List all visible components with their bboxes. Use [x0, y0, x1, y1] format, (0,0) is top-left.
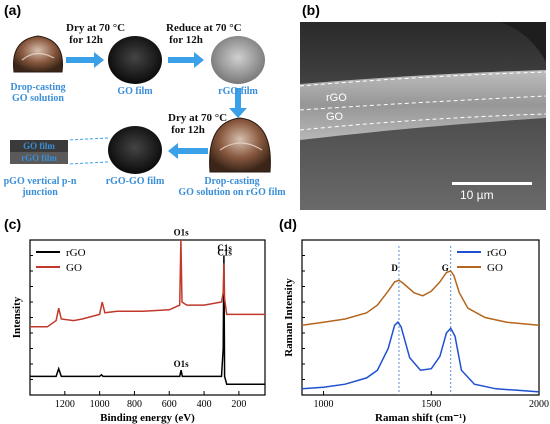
junction-rgo-layer [10, 152, 68, 164]
caption-drop2-line2: GO solution on rGO film [178, 187, 286, 198]
x-tick-label: 200 [231, 399, 246, 410]
arrow-down-icon [229, 88, 247, 118]
drop-casting-on-rgo-icon [209, 117, 271, 173]
step-dry-2-line2: for 12h [171, 124, 205, 136]
series-line-go [30, 239, 265, 328]
peak-label: G [442, 263, 449, 273]
panel-d-label: (d) [279, 216, 297, 232]
panel-a-graphics [10, 35, 271, 174]
caption-pgo-line1: pGO vertical p-n [3, 176, 77, 187]
legend-label-rgo: rGO [66, 247, 86, 259]
step-dry-1-line1: Dry at 70 °C [66, 22, 126, 34]
arrow-left-icon [168, 143, 208, 159]
x-axis-label: Binding energy (eV) [100, 412, 195, 424]
panel-b: (b) rGO GO 10 µm [296, 0, 550, 212]
scale-bar-label: 10 µm [460, 188, 494, 202]
step-dry-1-line2: for 12h [69, 34, 103, 46]
sem-image [300, 22, 546, 210]
plot-frame [301, 239, 540, 396]
peak-label: O1s [174, 359, 190, 369]
legend-label-go: GO [487, 262, 503, 274]
junction-label-rgo: rGO film [21, 153, 57, 163]
scale-bar [452, 182, 532, 185]
caption-pgo-junction: pGO vertical p-n junction [2, 176, 78, 198]
y-axis-label: Raman Intensity [283, 278, 295, 357]
caption-drop-casting-2: Drop-casting GO solution on rGO film [170, 176, 294, 198]
x-tick-label: 1000 [314, 399, 334, 410]
legend-label-go: GO [66, 262, 82, 274]
step-reduce-line1: Reduce at 70 °C [166, 22, 242, 34]
series-line-rgo [30, 255, 265, 385]
rgo-film-icon [211, 36, 265, 84]
caption-drop1-line2: GO solution [12, 93, 64, 104]
peak-label: D [391, 263, 398, 273]
panel-a: (a) [0, 0, 295, 212]
x-tick-label: 1200 [55, 399, 75, 410]
junction-label-go: GO film [23, 141, 55, 151]
series-line-go [301, 270, 540, 327]
sem-label-go: GO [326, 111, 344, 123]
caption-rgo-go-film: rGO-GO film [105, 176, 165, 187]
x-tick-label: 1500 [421, 399, 441, 410]
peak-label: C1s [217, 243, 232, 253]
x-tick-label: 600 [162, 399, 177, 410]
y-axis-label: Intensity [11, 296, 23, 338]
connector-line [67, 137, 109, 141]
step-reduce-line2: for 12h [169, 34, 203, 46]
xps-chart: 1200 1000 800 600 400 200 Binding energy (eV) I… [11, 227, 266, 424]
caption-drop-casting-1: Drop-casting GO solution [6, 82, 70, 104]
raman-chart: 1000 1500 2000 Raman shift (cm⁻¹) Raman Inte… [283, 239, 549, 424]
peak-label: O1s [174, 227, 190, 237]
panel-b-label: (b) [302, 2, 320, 18]
step-dry-2: Dry at 70 °C for 12h [168, 112, 228, 136]
step-dry-1: Dry at 70 °C for 12h [66, 22, 126, 46]
go-film-icon [108, 36, 162, 84]
x-axis-label: Raman shift (cm⁻¹) [375, 412, 466, 424]
panel-c: (c) 1200 1000 800 600 400 200 Binding energy (… [0, 212, 275, 424]
caption-go-film: GO film [117, 86, 153, 97]
panel-c-label: (c) [4, 216, 22, 232]
panel-a-label: (a) [4, 2, 22, 18]
junction-go-layer [10, 140, 68, 152]
rgo-go-film-icon [108, 126, 162, 174]
step-dry-2-line1: Dry at 70 °C [168, 112, 228, 124]
legend-label-rgo: rGO [487, 247, 507, 259]
panel-d: (d) 1000 1500 2000 Raman shift (cm⁻¹) Raman … [275, 212, 550, 424]
caption-drop2-line1: Drop-casting [204, 176, 260, 187]
x-tick-label: 800 [127, 399, 142, 410]
x-tick-label: 2000 [529, 399, 549, 410]
connector-line [67, 161, 109, 165]
drop-casting-go-icon [13, 35, 63, 73]
arrow-right-icon [168, 52, 204, 68]
peak-label: C1s [217, 248, 232, 258]
step-reduce: Reduce at 70 °C for 12h [166, 22, 242, 46]
caption-rgo-film: rGO film [218, 86, 258, 97]
series-line-rgo [301, 321, 540, 393]
x-tick-label: 400 [197, 399, 212, 410]
caption-drop1-line1: Drop-casting [10, 82, 66, 93]
caption-pgo-line2: junction [22, 187, 58, 198]
x-tick-label: 1000 [90, 399, 110, 410]
sem-label-rgo: rGO [326, 92, 347, 104]
arrow-right-icon [66, 52, 104, 68]
